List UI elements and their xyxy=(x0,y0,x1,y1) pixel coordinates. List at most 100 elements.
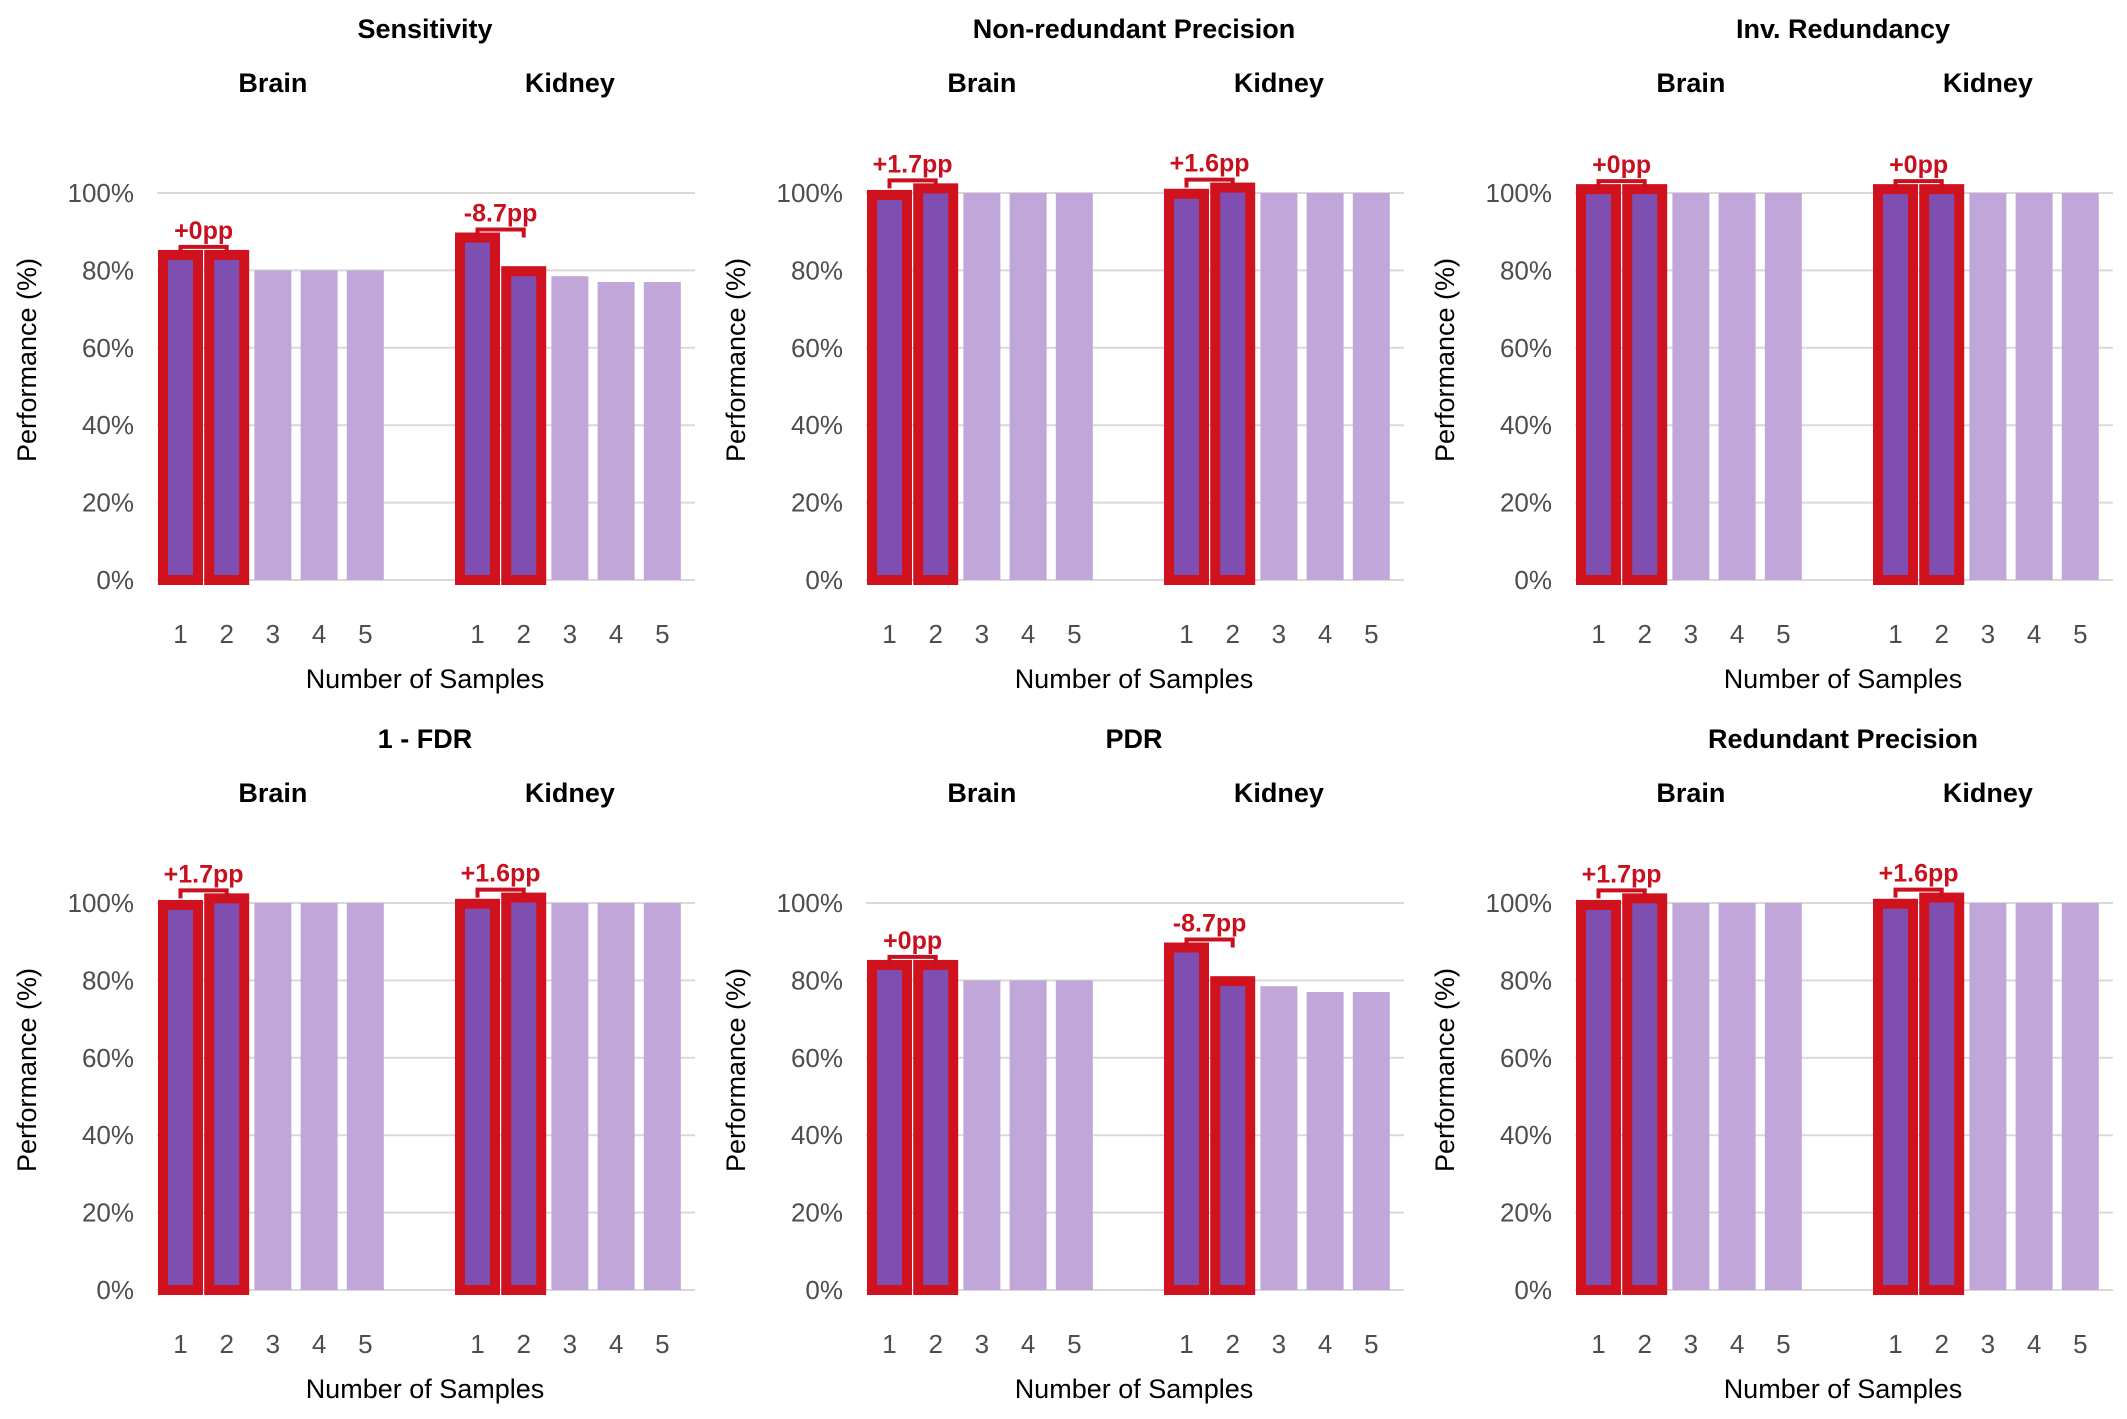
difference-annotation: +1.7pp xyxy=(164,860,244,888)
x-tick-label: 5 xyxy=(1776,1329,1790,1359)
difference-annotation: +0pp xyxy=(883,927,942,955)
x-tick-label: 1 xyxy=(1888,619,1902,649)
difference-annotation: -8.7pp xyxy=(464,200,538,228)
difference-bracket xyxy=(1893,179,1944,190)
tissue-title: Kidney xyxy=(1234,778,1324,808)
difference-bracket xyxy=(475,887,526,898)
metric-panel-1: Non-redundant Precision 0% 20% 40% 60% 80% 100… xyxy=(721,14,1404,694)
x-tick-label: 5 xyxy=(655,1329,669,1359)
bar-highlighted xyxy=(1622,893,1668,1296)
tissue-panel-brain: Brain 1 2 3 4 5 +1.7pp xyxy=(867,68,1093,649)
bar-highlighted xyxy=(1873,898,1918,1295)
metric-title: Sensitivity xyxy=(357,14,492,44)
y-axis-label: Performance (%) xyxy=(1430,968,1460,1172)
y-tick-label: 20% xyxy=(1500,1198,1552,1228)
tissue-panel-brain: Brain 1 2 3 4 5 +1.7pp xyxy=(158,778,384,1359)
bar-highlighted xyxy=(204,249,250,585)
bar xyxy=(1764,903,1802,1290)
tissue-panel-kidney: Kidney 1 2 3 4 5 +1.6pp xyxy=(1873,778,2099,1359)
x-tick-label: 4 xyxy=(312,619,326,649)
y-tick-label: 20% xyxy=(82,488,134,518)
bar xyxy=(346,270,384,580)
x-tick-label: 3 xyxy=(1981,1329,1995,1359)
y-tick-label: 60% xyxy=(1500,333,1552,363)
x-tick-label: 3 xyxy=(1981,619,1995,649)
bar xyxy=(1764,193,1802,580)
bar xyxy=(2015,903,2053,1290)
x-tick-label: 5 xyxy=(1364,1329,1378,1359)
bar-highlighted xyxy=(158,249,203,585)
bar xyxy=(300,903,338,1290)
bar-highlighted xyxy=(1164,942,1209,1295)
x-tick-label: 4 xyxy=(2027,1329,2041,1359)
bar xyxy=(1055,980,1093,1290)
x-tick-label: 5 xyxy=(1067,1329,1081,1359)
bar xyxy=(1260,193,1298,580)
bar xyxy=(1672,193,1710,580)
y-axis-label: Performance (%) xyxy=(721,258,751,462)
tissue-panel-brain: Brain 1 2 3 4 5 +1.7pp xyxy=(1576,778,1802,1359)
x-tick-label: 3 xyxy=(1684,1329,1698,1359)
y-tick-label: 0% xyxy=(805,1275,843,1305)
y-tick-label: 40% xyxy=(791,1120,843,1150)
bar xyxy=(597,903,635,1290)
x-tick-label: 1 xyxy=(470,619,484,649)
x-tick-label: 2 xyxy=(1225,1329,1239,1359)
bar xyxy=(643,903,681,1290)
x-tick-label: 1 xyxy=(173,1329,187,1359)
y-tick-label: 100% xyxy=(777,178,844,208)
difference-annotation: +0pp xyxy=(1889,151,1948,179)
tissue-title: Brain xyxy=(1656,68,1725,98)
bar-highlighted xyxy=(1919,892,1965,1295)
x-tick-label: 4 xyxy=(1021,1329,1035,1359)
difference-bracket xyxy=(1596,888,1647,899)
metric-title: 1 - FDR xyxy=(378,724,473,754)
x-tick-label: 1 xyxy=(1888,1329,1902,1359)
y-tick-label: 80% xyxy=(791,255,843,285)
x-tick-label: 5 xyxy=(1067,619,1081,649)
difference-bracket xyxy=(475,227,526,238)
x-tick-label: 5 xyxy=(358,619,372,649)
x-tick-label: 2 xyxy=(928,1329,942,1359)
bar xyxy=(963,193,1001,580)
x-tick-label: 3 xyxy=(266,619,280,649)
x-tick-label: 1 xyxy=(1591,1329,1605,1359)
y-tick-label: 80% xyxy=(82,965,134,995)
x-tick-label: 5 xyxy=(655,619,669,649)
y-tick-label: 20% xyxy=(791,1198,843,1228)
bar-highlighted xyxy=(455,898,500,1295)
metric-panel-5: Redundant Precision 0% 20% 40% 60% 80% 100% Per… xyxy=(1430,724,2113,1404)
x-tick-label: 4 xyxy=(609,619,623,649)
y-tick-label: 100% xyxy=(777,888,844,918)
bar xyxy=(1718,903,1756,1290)
y-tick-label: 40% xyxy=(1500,1120,1552,1150)
y-tick-label: 40% xyxy=(1500,410,1552,440)
x-tick-label: 2 xyxy=(1637,1329,1651,1359)
y-tick-label: 80% xyxy=(1500,965,1552,995)
bar-highlighted xyxy=(867,959,912,1295)
x-tick-label: 1 xyxy=(882,619,896,649)
x-tick-label: 3 xyxy=(563,1329,577,1359)
difference-bracket xyxy=(1893,887,1944,898)
bar-highlighted xyxy=(1576,184,1621,585)
tissue-title: Brain xyxy=(238,778,307,808)
y-tick-label: 40% xyxy=(82,410,134,440)
y-axis-label: Performance (%) xyxy=(721,968,751,1172)
x-tick-label: 4 xyxy=(1318,1329,1332,1359)
x-tick-label: 2 xyxy=(928,619,942,649)
y-tick-label: 60% xyxy=(82,1043,134,1073)
x-tick-label: 1 xyxy=(173,619,187,649)
x-tick-label: 3 xyxy=(563,619,577,649)
bar-highlighted xyxy=(1873,184,1918,585)
y-tick-label: 0% xyxy=(96,565,134,595)
difference-bracket xyxy=(1184,177,1235,188)
y-tick-label: 60% xyxy=(791,1043,843,1073)
x-tick-label: 3 xyxy=(975,1329,989,1359)
difference-bracket xyxy=(1596,179,1647,190)
bar xyxy=(346,903,384,1290)
x-tick-label: 4 xyxy=(1730,1329,1744,1359)
x-tick-label: 3 xyxy=(975,619,989,649)
difference-annotation: +1.6pp xyxy=(461,860,541,888)
tissue-title: Kidney xyxy=(1234,68,1324,98)
